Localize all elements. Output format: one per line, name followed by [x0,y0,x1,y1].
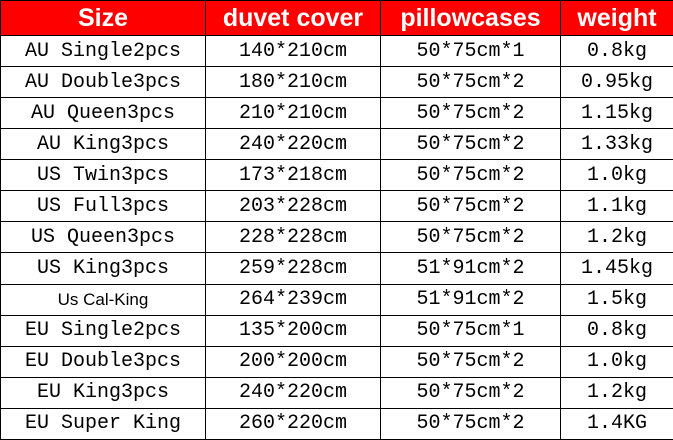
table-row: AU King3pcs 240*220cm 50*75cm*2 1.33kg [0,128,673,161]
table-row: EU Single2pcs 135*200cm 50*75cm*1 0.8kg [0,314,673,347]
header-cell: duvet cover [205,0,381,36]
table-cell: 0.95kg [560,66,673,99]
table-cell: AU Queen3pcs [0,97,206,130]
table-cell: 228*228cm [205,221,381,254]
table-cell: 50*75cm*2 [380,66,561,99]
table-body: AU Single2pcs 140*210cm 50*75cm*1 0.8kg AU D… [0,34,673,440]
table-cell: 50*75cm*2 [380,159,561,192]
table-row: US Twin3pcs 173*218cm 50*75cm*2 1.0kg [0,159,673,192]
table-row: EU Super King 260*220cm 50*75cm*2 1.4KG [0,407,673,440]
table-cell: 173*218cm [205,159,381,192]
table-row: AU Single2pcs 140*210cm 50*75cm*1 0.8kg [0,34,673,68]
table-cell: 240*220cm [205,128,381,161]
table-cell: US Queen3pcs [0,221,206,254]
header-cell: weight [560,0,673,36]
table-cell: US King3pcs [0,252,206,285]
table-row: US Full3pcs 203*228cm 50*75cm*2 1.1kg [0,190,673,223]
table-cell: 0.8kg [560,314,673,347]
table-cell: 1.15kg [560,97,673,130]
table-cell: 0.8kg [560,34,673,68]
table-cell: 1.33kg [560,128,673,161]
table-cell: 203*228cm [205,190,381,223]
table-cell: 50*75cm*1 [380,34,561,68]
table-cell: AU Single2pcs [0,34,206,68]
table-cell: 1.0kg [560,345,673,378]
table-cell: 50*75cm*2 [380,221,561,254]
table-cell: AU Double3pcs [0,66,206,99]
table-cell: EU Double3pcs [0,345,206,378]
table-row: US King3pcs 259*228cm 51*91cm*2 1.45kg [0,252,673,285]
table-cell: 50*75cm*2 [380,128,561,161]
table-cell: 260*220cm [205,407,381,440]
table-cell: 51*91cm*2 [380,283,561,316]
table-cell: 1.2kg [560,376,673,409]
table-cell: 50*75cm*2 [380,190,561,223]
table-cell: 140*210cm [205,34,381,68]
header-cell: pillowcases [380,0,561,36]
table-row: US Queen3pcs 228*228cm 50*75cm*2 1.2kg [0,221,673,254]
table-cell: EU Single2pcs [0,314,206,347]
table-cell: 50*75cm*2 [380,345,561,378]
header-cell: Size [0,0,206,36]
table-cell: 1.5kg [560,283,673,316]
table-row: EU King3pcs 240*220cm 50*75cm*2 1.2kg [0,376,673,409]
table-cell: 264*239cm [205,283,381,316]
table-cell: 210*210cm [205,97,381,130]
table-cell: EU King3pcs [0,376,206,409]
table-cell: Us Cal-King [0,283,206,316]
table-cell: 1.4KG [560,407,673,440]
table-cell: US Full3pcs [0,190,206,223]
table-cell: 50*75cm*2 [380,97,561,130]
table-cell: 180*210cm [205,66,381,99]
table-cell: 1.45kg [560,252,673,285]
table-cell: US Twin3pcs [0,159,206,192]
table-row: AU Double3pcs 180*210cm 50*75cm*2 0.95kg [0,66,673,99]
table-cell: 240*220cm [205,376,381,409]
table-cell: 200*200cm [205,345,381,378]
table-cell: 51*91cm*2 [380,252,561,285]
table-cell: 259*228cm [205,252,381,285]
table-cell: 1.0kg [560,159,673,192]
table-row: Us Cal-King 264*239cm 51*91cm*2 1.5kg [0,283,673,316]
table-cell: AU King3pcs [0,128,206,161]
table-cell: EU Super King [0,407,206,440]
table-cell: 50*75cm*2 [380,407,561,440]
table-row: AU Queen3pcs 210*210cm 50*75cm*2 1.15kg [0,97,673,130]
table-row: EU Double3pcs 200*200cm 50*75cm*2 1.0kg [0,345,673,378]
header-row: Size duvet cover pillowcases weight [0,0,673,36]
table-cell: 50*75cm*1 [380,314,561,347]
table-cell: 50*75cm*2 [380,376,561,409]
table-cell: 1.2kg [560,221,673,254]
table-cell: 135*200cm [205,314,381,347]
table-cell: 1.1kg [560,190,673,223]
